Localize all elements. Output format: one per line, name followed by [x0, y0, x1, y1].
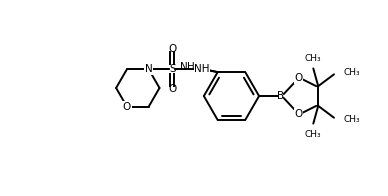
Text: NH: NH	[194, 64, 210, 74]
Text: O: O	[294, 109, 303, 119]
Text: CH₃: CH₃	[344, 68, 360, 77]
Text: N: N	[145, 64, 152, 74]
Text: B: B	[277, 91, 284, 101]
Text: S: S	[169, 64, 176, 74]
Text: H: H	[187, 62, 195, 72]
Text: CH₃: CH₃	[305, 130, 322, 139]
Text: N: N	[145, 64, 152, 74]
Text: O: O	[168, 44, 177, 54]
Text: O: O	[123, 102, 131, 112]
Text: CH₃: CH₃	[305, 54, 322, 63]
Text: CH₃: CH₃	[344, 115, 360, 124]
Text: N: N	[180, 62, 188, 72]
Text: O: O	[168, 84, 177, 94]
Text: O: O	[294, 73, 303, 83]
